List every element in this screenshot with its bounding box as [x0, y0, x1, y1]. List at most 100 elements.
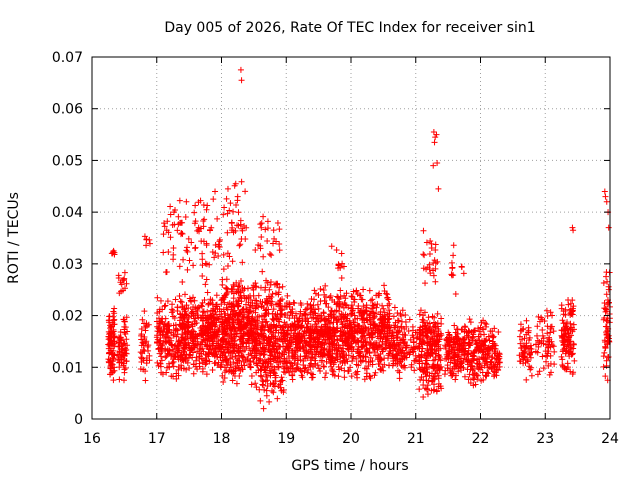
data-point: [296, 315, 303, 322]
data-point: [366, 350, 373, 357]
data-point: [160, 231, 167, 238]
data-point: [154, 359, 161, 366]
data-point: [278, 310, 285, 317]
data-point: [276, 303, 283, 310]
data-point: [190, 294, 197, 301]
data-point: [109, 350, 116, 357]
data-point: [155, 315, 162, 322]
data-point: [155, 362, 162, 369]
data-point: [377, 316, 384, 323]
data-point: [197, 197, 204, 204]
data-point: [210, 347, 217, 354]
data-point: [215, 243, 222, 250]
data-point: [412, 329, 419, 336]
data-point: [199, 309, 206, 316]
data-point: [183, 198, 190, 205]
data-point: [321, 351, 328, 358]
data-point: [160, 340, 167, 347]
data-point: [289, 376, 296, 383]
data-point: [427, 336, 434, 343]
data-point: [315, 318, 322, 325]
data-point: [369, 296, 376, 303]
data-point: [193, 357, 200, 364]
data-point: [107, 337, 114, 344]
data-point: [381, 309, 388, 316]
data-point: [402, 311, 409, 318]
data-point: [261, 299, 268, 306]
data-point: [343, 356, 350, 363]
data-point: [238, 353, 245, 360]
data-point: [200, 223, 207, 230]
data-point: [249, 313, 256, 320]
data-point: [183, 247, 190, 254]
data-point: [372, 327, 379, 334]
data-point: [232, 353, 239, 360]
data-point: [369, 330, 376, 337]
data-point: [216, 236, 223, 243]
data-point: [118, 359, 125, 366]
data-point: [138, 332, 145, 339]
data-point: [264, 218, 271, 225]
data-point: [273, 359, 280, 366]
data-point: [165, 248, 172, 255]
data-point: [348, 305, 355, 312]
data-point: [120, 377, 127, 384]
data-point: [173, 333, 180, 340]
data-point: [262, 226, 269, 233]
data-point: [228, 288, 235, 295]
data-point: [172, 352, 179, 359]
data-point: [159, 331, 166, 338]
data-point: [429, 313, 436, 320]
data-point: [108, 330, 115, 337]
data-point: [244, 319, 251, 326]
data-point: [225, 368, 232, 375]
data-point: [416, 386, 423, 393]
data-point: [252, 246, 259, 253]
data-point: [212, 359, 219, 366]
data-point: [243, 301, 250, 308]
data-point: [202, 315, 209, 322]
data-point: [315, 365, 322, 372]
data-point: [212, 241, 219, 248]
data-point: [157, 297, 164, 304]
data-point: [179, 230, 186, 237]
data-point: [231, 348, 238, 355]
data-point: [395, 341, 402, 348]
data-point: [360, 315, 367, 322]
data-point: [173, 370, 180, 377]
data-point: [409, 332, 416, 339]
data-point: [528, 372, 535, 379]
data-point: [256, 338, 263, 345]
data-point: [192, 331, 199, 338]
data-point: [258, 363, 265, 370]
data-point: [199, 262, 206, 269]
data-point: [294, 361, 301, 368]
data-point: [158, 353, 165, 360]
data-point: [119, 352, 126, 359]
data-point: [285, 365, 292, 372]
data-point: [428, 387, 435, 394]
data-point: [215, 328, 222, 335]
data-point: [252, 337, 259, 344]
data-point: [218, 301, 225, 308]
data-point: [383, 290, 390, 297]
data-point: [115, 343, 122, 350]
data-point: [200, 322, 207, 329]
data-point: [179, 303, 186, 310]
data-point: [261, 367, 268, 374]
data-point: [317, 286, 324, 293]
data-point: [329, 355, 336, 362]
data-point: [359, 296, 366, 303]
data-point: [335, 363, 342, 370]
data-point: [373, 304, 380, 311]
data-point: [263, 358, 270, 365]
data-point: [272, 327, 279, 334]
data-point: [185, 305, 192, 312]
data-point: [194, 304, 201, 311]
data-point: [333, 317, 340, 324]
data-point: [170, 244, 177, 251]
data-point: [311, 346, 318, 353]
data-point: [164, 350, 171, 357]
data-point: [603, 269, 610, 276]
data-point: [160, 249, 167, 256]
